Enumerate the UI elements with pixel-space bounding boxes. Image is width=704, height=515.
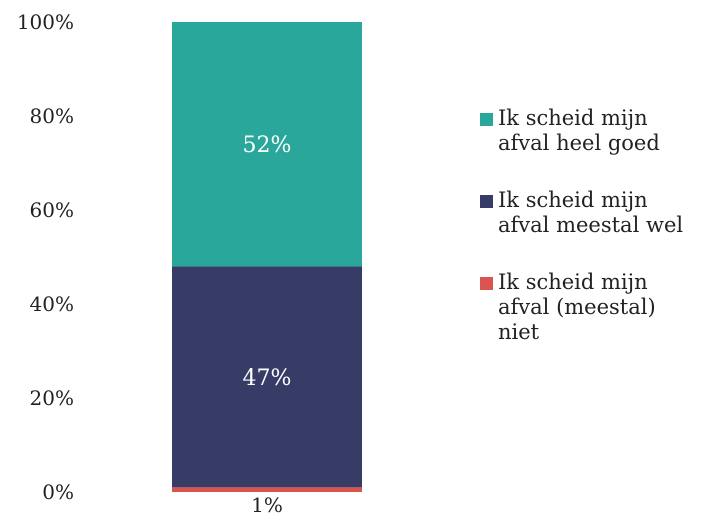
legend-item-meestal-wel: Ik scheid mijn afval meestal wel: [480, 188, 700, 238]
bar-segment-1: [172, 266, 362, 488]
legend: Ik scheid mijn afval heel goed Ik scheid…: [480, 106, 700, 377]
data-labels: 1% 47% 52%: [243, 133, 292, 515]
bar-segment-0: [172, 487, 362, 492]
legend-swatch-meestal-niet: [480, 277, 493, 290]
y-tick-label: 80%: [30, 104, 74, 128]
data-label-2: 52%: [243, 133, 292, 158]
legend-label-heel-goed: Ik scheid mijn afval heel goed: [498, 106, 660, 155]
data-label-1: 47%: [243, 366, 292, 391]
legend-swatch-meestal-wel: [480, 195, 493, 208]
y-tick-label: 0%: [42, 480, 74, 504]
legend-swatch-heel-goed: [480, 113, 493, 126]
y-tick-label: 60%: [30, 198, 74, 222]
legend-label-meestal-wel: Ik scheid mijn afval meestal wel: [498, 188, 684, 237]
bar-segment-2: [172, 22, 362, 267]
y-tick-label: 100%: [17, 10, 74, 34]
y-tick-label: 40%: [30, 292, 74, 316]
bar-stack: [172, 22, 362, 492]
y-tick-label: 20%: [30, 386, 74, 410]
legend-item-meestal-niet: Ik scheid mijn afval (meestal) niet: [480, 270, 700, 345]
legend-item-heel-goed: Ik scheid mijn afval heel goed: [480, 106, 700, 156]
legend-label-meestal-niet: Ik scheid mijn afval (meestal) niet: [498, 270, 656, 344]
data-label-0: 1%: [251, 493, 283, 515]
y-axis: 0% 20% 40% 60% 80% 100%: [17, 10, 74, 504]
